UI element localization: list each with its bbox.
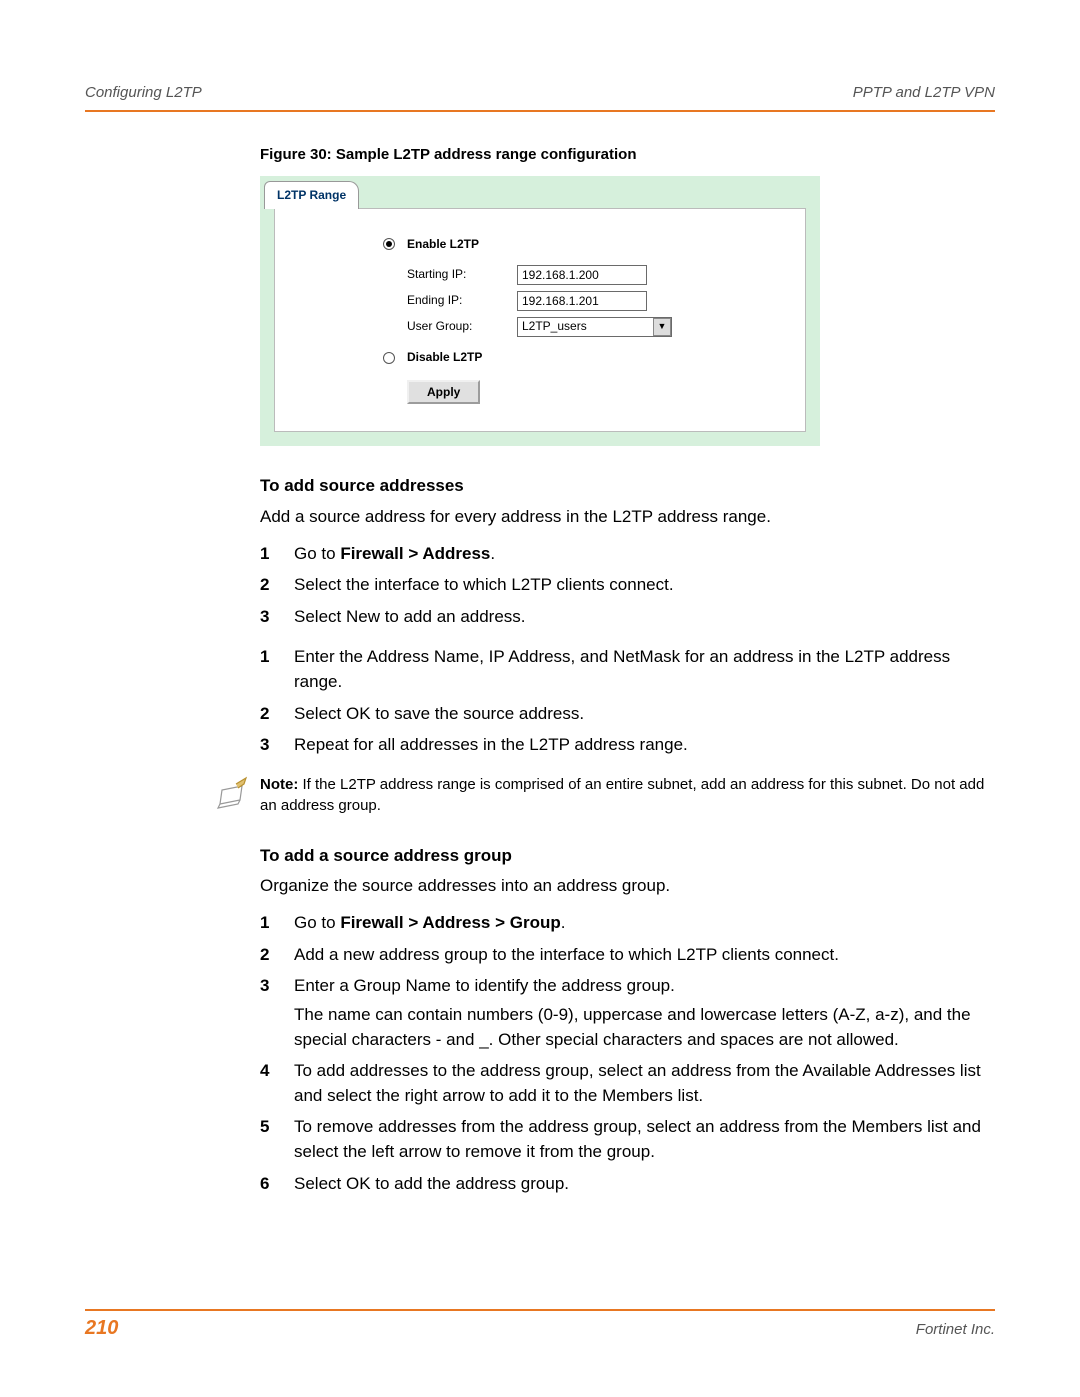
page-number: 210 bbox=[85, 1314, 118, 1343]
disable-l2tp-radio[interactable] bbox=[383, 352, 395, 364]
starting-ip-input[interactable] bbox=[517, 265, 647, 285]
section-add-address-group-title: To add a source address group bbox=[260, 844, 995, 869]
figure-caption: Figure 30: Sample L2TP address range con… bbox=[260, 144, 995, 166]
tab-l2tp-range[interactable]: L2TP Range bbox=[264, 181, 359, 208]
list-item: 1Go to Firewall > Address > Group. bbox=[260, 911, 995, 936]
ending-ip-label: Ending IP: bbox=[401, 288, 511, 314]
section2-steps: 1Go to Firewall > Address > Group. 2Add … bbox=[260, 911, 995, 1196]
list-item: 3Select New to add an address. bbox=[260, 605, 995, 630]
footer-company: Fortinet Inc. bbox=[916, 1319, 995, 1341]
header-left: Configuring L2TP bbox=[85, 82, 202, 104]
list-item: 3Enter a Group Name to identify the addr… bbox=[260, 974, 995, 1052]
l2tp-config-screenshot: L2TP Range Enable L2TP Starting IP: Endi… bbox=[260, 176, 820, 447]
user-group-select[interactable]: L2TP_users ▼ bbox=[517, 317, 672, 337]
page-footer: 210 Fortinet Inc. bbox=[85, 1314, 995, 1343]
tab-row: L2TP Range bbox=[260, 176, 820, 208]
disable-l2tp-label: Disable L2TP bbox=[401, 346, 511, 369]
page-header: Configuring L2TP PPTP and L2TP VPN bbox=[85, 82, 995, 110]
enable-l2tp-label: Enable L2TP bbox=[401, 233, 511, 256]
chevron-down-icon: ▼ bbox=[653, 318, 671, 336]
main-content: Figure 30: Sample L2TP address range con… bbox=[85, 144, 995, 1197]
list-item: 2Add a new address group to the interfac… bbox=[260, 943, 995, 968]
starting-ip-label: Starting IP: bbox=[401, 262, 511, 288]
list-item: 2Select the interface to which L2TP clie… bbox=[260, 573, 995, 598]
enable-l2tp-radio[interactable] bbox=[383, 238, 395, 250]
section2-intro: Organize the source addresses into an ad… bbox=[260, 874, 995, 899]
list-item: 5To remove addresses from the address gr… bbox=[260, 1115, 995, 1164]
section1-steps-b: 1Enter the Address Name, IP Address, and… bbox=[260, 645, 995, 758]
list-item: 3Repeat for all addresses in the L2TP ad… bbox=[260, 733, 995, 758]
section1-intro: Add a source address for every address i… bbox=[260, 505, 995, 530]
note-block: Note: If the L2TP address range is compr… bbox=[212, 774, 995, 822]
ending-ip-input[interactable] bbox=[517, 291, 647, 311]
note-icon bbox=[212, 774, 252, 822]
list-item: 1Enter the Address Name, IP Address, and… bbox=[260, 645, 995, 694]
list-item: 6Select OK to add the address group. bbox=[260, 1172, 995, 1197]
list-item: 1Go to Firewall > Address. bbox=[260, 542, 995, 567]
note-text: Note: If the L2TP address range is compr… bbox=[260, 774, 995, 816]
header-rule bbox=[85, 110, 995, 112]
section1-steps-a: 1Go to Firewall > Address. 2Select the i… bbox=[260, 542, 995, 630]
user-group-value: L2TP_users bbox=[522, 318, 587, 335]
footer-rule bbox=[85, 1309, 995, 1311]
section-add-source-addresses-title: To add source addresses bbox=[260, 474, 995, 499]
apply-button[interactable]: Apply bbox=[407, 380, 480, 404]
list-item: 4To add addresses to the address group, … bbox=[260, 1059, 995, 1108]
list-item: 2Select OK to save the source address. bbox=[260, 702, 995, 727]
config-panel: Enable L2TP Starting IP: Ending IP: User bbox=[274, 208, 806, 433]
header-right: PPTP and L2TP VPN bbox=[853, 82, 995, 104]
user-group-label: User Group: bbox=[401, 314, 511, 340]
